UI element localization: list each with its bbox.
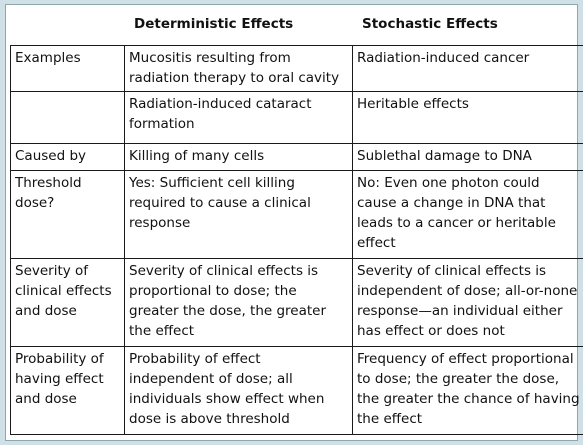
deterministic-cell: Yes: Sufficient cell killing required to… — [124, 170, 353, 259]
deterministic-cell: Radiation-induced cataract formation — [124, 91, 353, 144]
table-row: Probability of having effect and dose Pr… — [10, 346, 583, 435]
document-frame: Deterministic Effects Stochastic Effects… — [5, 4, 583, 441]
stochastic-cell: No: Even one photon could cause a change… — [352, 170, 583, 259]
table-row: Examples Mucositis resulting from radiat… — [10, 45, 583, 92]
table-row: Caused by Killing of many cells Subletha… — [10, 143, 583, 171]
deterministic-cell: Killing of many cells — [124, 143, 353, 171]
deterministic-cell: Probability of effect independent of dos… — [124, 346, 353, 435]
stochastic-cell: Severity of clinical effects is independ… — [352, 258, 583, 347]
deterministic-cell: Mucositis resulting from radiation thera… — [124, 45, 353, 92]
stochastic-cell: Heritable effects — [352, 91, 583, 144]
stochastic-cell: Radiation-induced cancer — [352, 45, 583, 92]
row-label: Examples — [10, 45, 125, 92]
header-deterministic: Deterministic Effects — [134, 16, 294, 32]
deterministic-cell: Severity of clinical effects is proporti… — [124, 258, 353, 347]
table-header: Deterministic Effects Stochastic Effects — [10, 5, 583, 45]
row-label: Severity of clinical effects and dose — [10, 258, 125, 347]
header-stochastic: Stochastic Effects — [362, 16, 498, 32]
comparison-table: Examples Mucositis resulting from radiat… — [10, 45, 583, 435]
stochastic-cell: Sublethal damage to DNA — [352, 143, 583, 171]
table-row: Threshold dose? Yes: Sufficient cell kil… — [10, 170, 583, 259]
table-row: Severity of clinical effects and dose Se… — [10, 258, 583, 347]
row-label — [10, 91, 125, 144]
row-label: Caused by — [10, 143, 125, 171]
row-label: Probability of having effect and dose — [10, 346, 125, 435]
row-label: Threshold dose? — [10, 170, 125, 259]
table-row: Radiation-induced cataract formation Her… — [10, 91, 583, 144]
stochastic-cell: Frequency of effect proportional to dose… — [352, 346, 583, 435]
